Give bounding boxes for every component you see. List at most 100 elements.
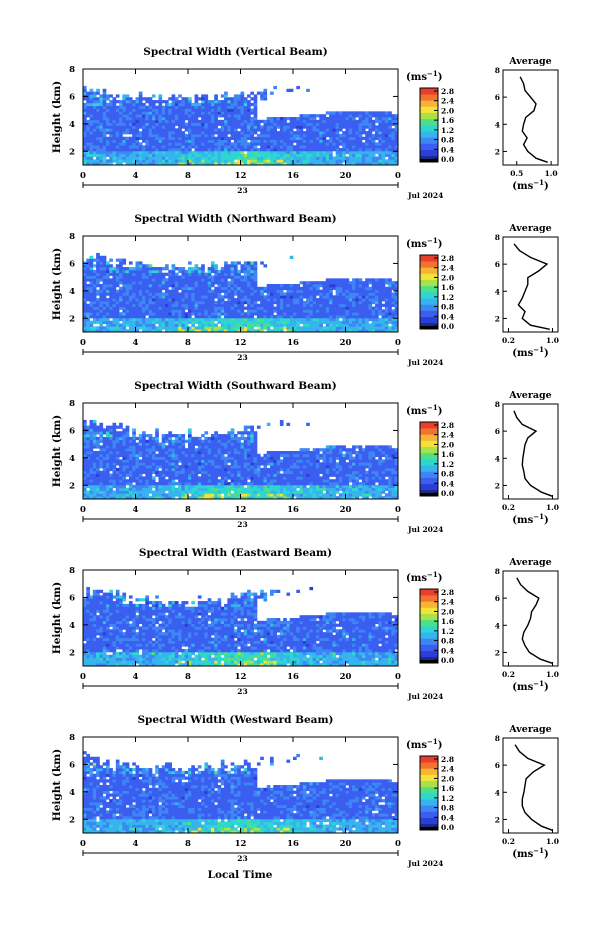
heatmap-cell [109, 303, 113, 307]
heatmap-cell [270, 117, 274, 121]
heatmap-cell [263, 162, 268, 166]
heatmap-cell [145, 300, 150, 305]
heatmap-cell [165, 312, 169, 316]
heatmap-cell [181, 153, 186, 157]
heatmap-cell [233, 272, 238, 276]
heatmap-cell [230, 312, 235, 316]
heatmap-cell [197, 111, 202, 115]
heatmap-cell [191, 496, 195, 500]
heatmap-cell [247, 111, 251, 115]
heatmap-cell [394, 136, 399, 140]
heatmap-cell [188, 298, 192, 302]
heatmap-cell [260, 133, 264, 138]
heatmap-cell [338, 300, 343, 305]
heatmap-cell [125, 496, 130, 500]
heatmap-cell [237, 320, 241, 324]
heatmap-cell [105, 303, 110, 307]
heatmap-cell [168, 439, 172, 443]
heatmap-cell [220, 269, 225, 274]
heatmap-cell [253, 111, 258, 115]
heatmap-cell [86, 476, 90, 480]
heatmap-cell [315, 142, 320, 146]
heatmap-cell [178, 482, 182, 486]
heatmap-cell [86, 434, 90, 438]
heatmap-cell [96, 131, 100, 135]
heatmap-cell [119, 442, 123, 446]
heatmap-cell [109, 323, 113, 327]
heatmap-cell [388, 128, 392, 132]
heatmap-cell [345, 111, 350, 115]
heatmap-cell [102, 442, 107, 446]
heatmap-cell [194, 459, 199, 463]
heatmap-cell [188, 267, 192, 271]
heatmap-cell [375, 156, 379, 160]
heatmap-cell [302, 133, 307, 138]
heatmap-cell [217, 111, 222, 115]
heatmap-cell [253, 286, 258, 291]
heatmap-cell [296, 289, 300, 293]
heatmap-cell [378, 303, 382, 307]
heatmap-cell [266, 315, 271, 319]
heatmap-cell [158, 117, 163, 121]
heatmap-cell [109, 286, 113, 291]
heatmap-cell [125, 128, 130, 132]
heatmap-cell [293, 289, 297, 293]
heatmap-cell [306, 133, 310, 138]
heatmap-cell [115, 303, 120, 307]
heatmap-cell [92, 467, 97, 472]
heatmap-cell [197, 150, 202, 155]
heatmap-cell [220, 317, 225, 322]
heatmap-cell [188, 453, 192, 458]
heatmap-cell [119, 487, 123, 491]
heatmap-cell [92, 482, 97, 486]
heatmap-cell [322, 153, 327, 157]
heatmap-cell [165, 473, 169, 477]
heatmap-cell [256, 125, 261, 129]
heatmap-cell [102, 258, 107, 262]
heatmap-cell [338, 284, 343, 288]
heatmap-cell [105, 122, 110, 126]
heatmap-cell [135, 114, 140, 118]
heatmap-cell [151, 145, 156, 149]
heatmap-cell [168, 453, 172, 458]
heatmap-cell [184, 156, 189, 160]
heatmap-cell [371, 312, 376, 316]
heatmap-cell [191, 136, 195, 140]
heatmap-cell [174, 105, 179, 109]
heatmap-cell [171, 286, 176, 291]
heatmap-cell [338, 142, 343, 146]
heatmap-cell [122, 139, 127, 143]
heatmap-cell [151, 267, 156, 271]
heatmap-cell [247, 145, 251, 149]
heatmap-cell [102, 470, 107, 474]
heatmap-cell [201, 329, 205, 333]
y-tick-label: 4 [69, 287, 75, 297]
heatmap-cell [253, 264, 258, 268]
heatmap-cell [138, 482, 143, 486]
heatmap-cell [325, 329, 330, 333]
heatmap-cell [299, 128, 304, 132]
heatmap-cell [96, 105, 100, 109]
heatmap-cell [253, 131, 258, 135]
heatmap-cell [371, 122, 376, 126]
heatmap-cell [109, 148, 113, 152]
heatmap-cell [161, 439, 166, 443]
heatmap-cell [155, 114, 159, 118]
heatmap-cell [352, 312, 356, 316]
heatmap-cell [253, 284, 258, 288]
heatmap-cell [342, 148, 346, 152]
heatmap-cell [279, 159, 284, 163]
heatmap-cell [125, 329, 130, 333]
heatmap-cell [86, 298, 90, 302]
heatmap-cell [302, 309, 307, 313]
heatmap-cell [237, 153, 241, 157]
heatmap-cell [92, 286, 97, 291]
heatmap-cell [165, 482, 169, 486]
heatmap-cell [283, 306, 287, 310]
heatmap-cell [119, 425, 123, 429]
heatmap-cell [207, 278, 212, 282]
heatmap-cell [250, 102, 255, 107]
heatmap-cell [148, 284, 153, 288]
heatmap-cell [96, 445, 100, 449]
heatmap-cell [99, 122, 104, 126]
